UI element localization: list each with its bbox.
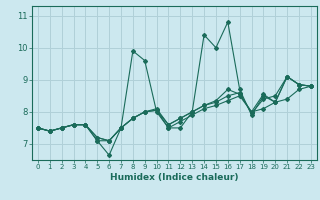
X-axis label: Humidex (Indice chaleur): Humidex (Indice chaleur) (110, 173, 239, 182)
